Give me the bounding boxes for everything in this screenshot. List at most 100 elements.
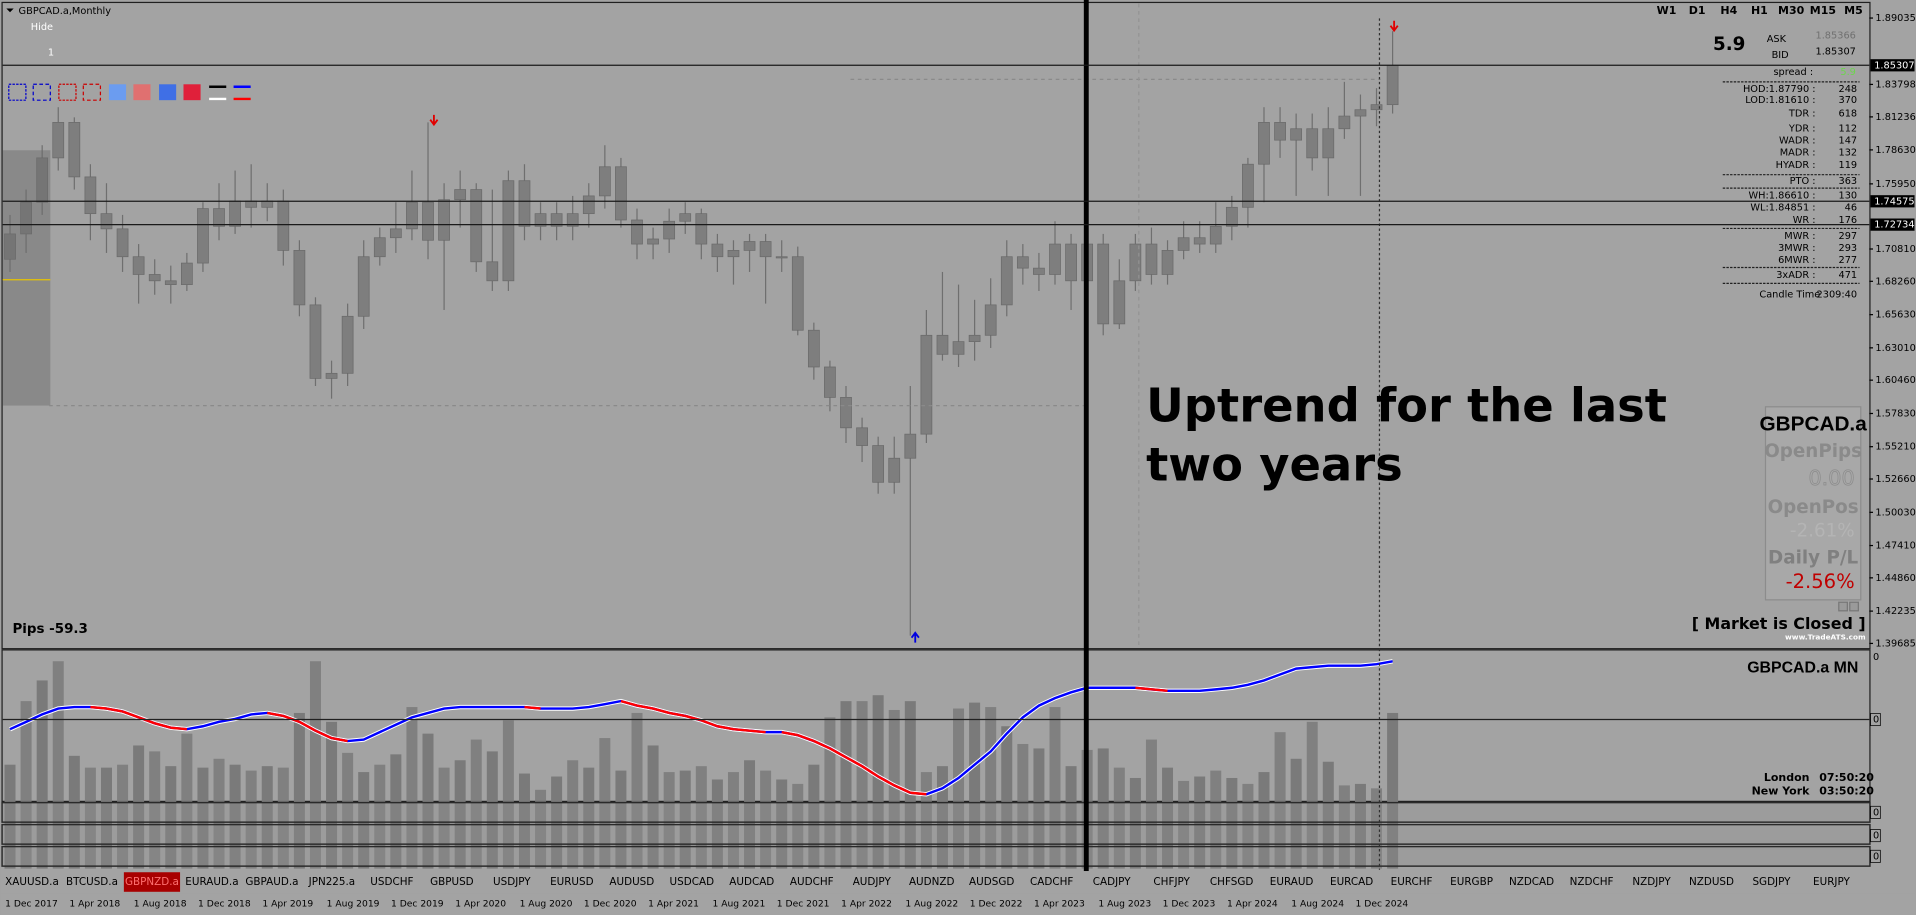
symbol-tab[interactable]: EURAUD.a xyxy=(185,876,238,888)
indicator-line-down xyxy=(829,747,847,759)
indicator-bar xyxy=(1129,777,1141,869)
candle-body xyxy=(1065,243,1077,282)
candle-body xyxy=(438,199,450,241)
symbol-tab[interactable]: GBPUSD xyxy=(430,876,474,888)
symbol-tab[interactable]: AUDSGD xyxy=(969,876,1014,888)
indicator-bar xyxy=(679,770,691,869)
zero-label: 0 xyxy=(1873,715,1879,726)
symbol-tab[interactable]: AUDCAD xyxy=(729,876,774,888)
info-label: TDR : xyxy=(1788,109,1816,120)
active-tab[interactable] xyxy=(123,872,181,892)
indicator-bar xyxy=(36,680,48,869)
box-button[interactable] xyxy=(1849,601,1859,612)
symbol-tab[interactable]: USDCAD xyxy=(670,876,715,888)
timeframe-button[interactable]: M15 xyxy=(1810,4,1836,17)
symbol-tab[interactable]: SGDJPY xyxy=(1752,876,1791,888)
candle-body xyxy=(1306,128,1319,159)
symbol-tab[interactable]: GBPNZD.a xyxy=(125,876,179,888)
info-label: WADR : xyxy=(1779,135,1816,146)
symbol-tab[interactable]: NZDCHF xyxy=(1570,876,1614,888)
symbol-tab[interactable]: AUDUSD xyxy=(609,876,654,888)
candle-body xyxy=(341,315,354,374)
symbol-tab[interactable]: EURUSD xyxy=(550,876,594,888)
indicator-bar xyxy=(695,766,707,869)
indicator-bar xyxy=(904,701,916,869)
y-tick-label: 1.44860 xyxy=(1875,573,1915,584)
indicator-bar xyxy=(213,758,225,869)
tool-icon[interactable] xyxy=(108,84,127,101)
symbol-tab[interactable]: BTCUSD.a xyxy=(66,876,118,888)
symbol-tab[interactable]: AUDCHF xyxy=(790,876,834,888)
x-tick-label: 1 Aug 2023 xyxy=(1098,899,1151,910)
tool-icon[interactable] xyxy=(183,84,201,101)
indicator-line-down xyxy=(1135,686,1152,691)
timeframe-button[interactable]: M30 xyxy=(1778,4,1805,17)
symbol-tab[interactable]: CHFSGD xyxy=(1210,876,1253,888)
indicator-bar xyxy=(856,701,868,869)
hide-button[interactable]: Hide xyxy=(31,22,53,33)
symbol-tab[interactable]: NZDUSD xyxy=(1689,876,1734,888)
symbol-tab[interactable]: JPN225.a xyxy=(308,876,356,888)
ask-price: 1.85366 xyxy=(1816,30,1856,41)
tool-icon[interactable] xyxy=(8,83,27,101)
indicator-line-down xyxy=(331,736,348,743)
timeframe-button[interactable]: W1 xyxy=(1657,4,1677,17)
symbol-tab[interactable]: USDCHF xyxy=(370,876,413,888)
candle-body xyxy=(1193,237,1206,245)
info-label: 3MWR : xyxy=(1778,243,1815,254)
symbol-tab[interactable]: CADJPY xyxy=(1093,876,1131,888)
candle-body xyxy=(904,433,917,459)
symbol-tab[interactable]: NZDJPY xyxy=(1632,876,1671,888)
candle-body xyxy=(743,241,756,251)
chart-title: GBPCAD.a,Monthly xyxy=(19,6,112,17)
candle-body xyxy=(373,237,386,258)
indicator-bar xyxy=(181,733,193,869)
symbol-tab[interactable]: EURCHF xyxy=(1391,876,1433,888)
symbol-tab[interactable]: CADCHF xyxy=(1030,876,1073,888)
candle-body xyxy=(1097,243,1110,325)
indicator-line-down xyxy=(910,791,927,796)
info-value: 132 xyxy=(1838,148,1857,159)
indicator-bar xyxy=(647,745,659,869)
symbol-tab[interactable]: AUDJPY xyxy=(853,876,892,888)
candle-body xyxy=(872,445,885,483)
timeframe-button[interactable]: H1 xyxy=(1751,4,1768,17)
tool-icon[interactable] xyxy=(58,83,77,101)
symbol-tab[interactable]: USDJPY xyxy=(493,876,531,888)
indicator-bar xyxy=(840,701,852,869)
indicator-bar xyxy=(358,772,370,869)
symbol-tab[interactable]: EURJPY xyxy=(1813,876,1850,888)
tool-icon[interactable] xyxy=(133,84,151,101)
tool-icon[interactable] xyxy=(159,84,177,101)
timeframe-button[interactable]: D1 xyxy=(1689,4,1706,17)
indicator-line-down xyxy=(668,711,686,718)
y-tick-label: 1.70810 xyxy=(1875,244,1915,255)
timeframe-button[interactable]: H4 xyxy=(1720,4,1737,17)
timeframe-button[interactable]: M5 xyxy=(1844,4,1863,17)
x-tick-label: 1 Apr 2024 xyxy=(1227,899,1278,910)
indicator-bar xyxy=(631,712,643,869)
symbol-tab[interactable]: CHFJPY xyxy=(1153,876,1190,888)
website: www.TradeATS.com xyxy=(1785,633,1866,642)
indicator-line-down xyxy=(845,756,863,768)
candle-body xyxy=(984,304,997,336)
symbol-tab[interactable]: GBPAUD.a xyxy=(245,876,298,888)
candle-body xyxy=(309,304,322,379)
annotation: two years xyxy=(1146,437,1403,491)
indicator-line-down xyxy=(749,729,766,734)
x-tick-label: 1 Apr 2023 xyxy=(1034,899,1085,910)
symbol-tab[interactable]: AUDNZD xyxy=(909,876,955,888)
indicator-line-down xyxy=(652,707,670,715)
symbol-tab[interactable]: EURAUD xyxy=(1270,876,1314,888)
symbol-tab[interactable]: XAUUSD.a xyxy=(5,876,59,888)
menu-caret[interactable] xyxy=(6,8,14,13)
box-button[interactable] xyxy=(1838,601,1848,612)
indicator-line-down xyxy=(893,784,911,794)
symbol-tab[interactable]: NZDCAD xyxy=(1509,876,1554,888)
symbol-tab[interactable]: EURGBP xyxy=(1450,876,1493,888)
symbol-tab[interactable]: EURCAD xyxy=(1330,876,1373,888)
tool-icon[interactable] xyxy=(82,83,102,101)
candle-body xyxy=(1177,237,1190,251)
tool-icon[interactable] xyxy=(32,83,51,101)
indicator-line-down xyxy=(620,699,638,707)
